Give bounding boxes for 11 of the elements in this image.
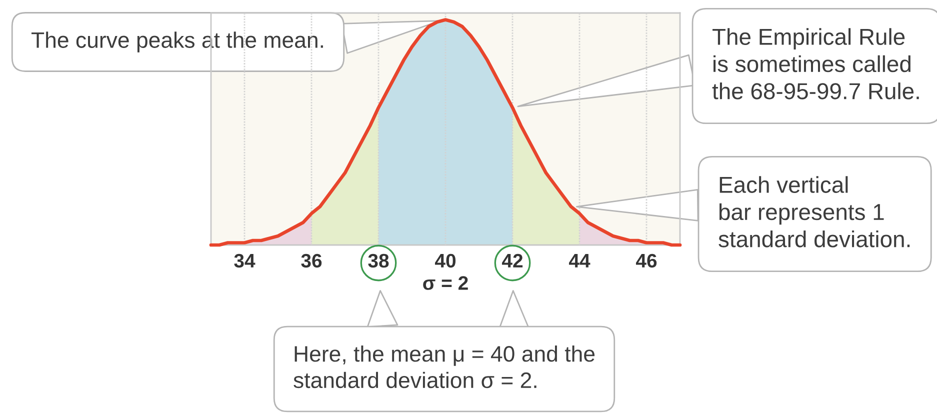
x-tick-label: 34	[234, 254, 256, 268]
annotation: The Empirical Rule is sometimes called the 68-95-99.7 Rule.	[712, 28, 919, 100]
x-tick-label: 38	[368, 254, 389, 268]
x-tick-label: 44	[568, 254, 590, 268]
annotation: Each vertical bar represents 1 standard deviation.	[718, 176, 910, 248]
x-axis-title: σ = 2	[423, 276, 468, 290]
text: Here, the mean μ = 40 and the standard deviation σ = 2.	[294, 345, 595, 388]
x-tick-label: 42	[502, 254, 523, 268]
x-tick-label: 36	[301, 254, 322, 268]
x-tick-label: 40	[434, 254, 456, 268]
x-tick-label: 46	[636, 254, 657, 268]
